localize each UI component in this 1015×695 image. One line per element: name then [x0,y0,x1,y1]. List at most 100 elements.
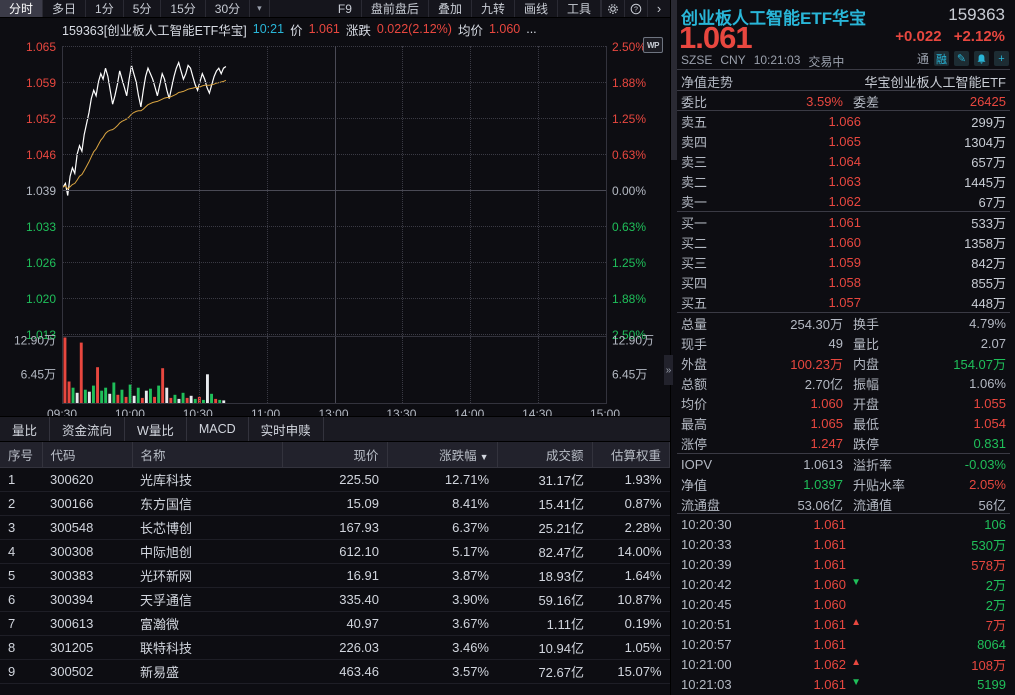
level-price: 1.060 [828,234,861,250]
wp-monitor-icon[interactable]: WP [643,37,663,53]
table-header-row: 序号 代码 名称 现价 涨跌幅 ▼ 成交额 估算权重 [0,442,670,468]
indicator-tab-3[interactable]: MACD [187,417,249,441]
toolbar-button-2[interactable]: 叠加 [429,0,472,17]
ask-level-4[interactable]: 卖四 1.065 1304万 [671,131,1015,151]
volume-bar [157,385,161,403]
instrument-meta: SZSE CNY 10:21:03 交易中 [681,53,844,70]
column-header-4[interactable]: 涨跌幅 ▼ [387,442,498,468]
row-change: 3.57% [387,659,497,684]
row-price: 335.40 [282,587,387,612]
timeframe-tab-2[interactable]: 1分 [86,0,124,17]
volume-bar [202,399,205,403]
intraday-chart-panel[interactable]: 159363[创业板人工智能ETF华宝] 10:21 价 1.061 涨跌 0.… [0,18,670,421]
table-row[interactable]: 1 300620 光库科技 225.50 12.71% 31.17亿 1.93% [0,467,670,492]
column-header-2[interactable]: 名称 [132,442,283,468]
tick-volume: 8064 [977,636,1006,652]
bid-level-4[interactable]: 买四 1.058 855万 [671,272,1015,292]
row-price: 463.46 [282,659,387,684]
column-header-1[interactable]: 代码 [42,442,133,468]
tick-row-7[interactable]: 10:21:00 1.062 ▲ 108万 [671,654,1015,674]
toolbar-button-3[interactable]: 九转 [472,0,515,17]
bid-level-1[interactable]: 买一 1.061 533万 [671,212,1015,232]
table-row[interactable]: 8 301205 联特科技 226.03 3.46% 10.94亿 1.05% [0,635,670,660]
panel-scroll-handle[interactable] [671,0,677,160]
tick-row-6[interactable]: 10:20:57 1.061 8064 [671,634,1015,654]
toolbar-button-4[interactable]: 画线 [515,0,558,17]
fund-row-1: 净值 1.0397 升贴水率 2.05% [671,474,1015,494]
timeframe-tab-5[interactable]: 30分 [206,0,251,17]
tick-volume: 5199 [977,676,1006,692]
toolbar-button-5[interactable]: 工具 [558,0,601,17]
column-header-3[interactable]: 现价 [282,442,388,468]
ask-level-3[interactable]: 卖三 1.064 657万 [671,151,1015,171]
table-row[interactable]: 3 300548 长芯博创 167.93 6.37% 25.21亿 2.28% [0,515,670,540]
gear-icon[interactable] [601,0,624,17]
bid-level-2[interactable]: 买二 1.060 1358万 [671,232,1015,252]
tick-volume: 7万 [985,617,1006,633]
table-row[interactable]: 5 300383 光环新网 16.91 3.87% 18.93亿 1.64% [0,563,670,588]
table-row[interactable]: 4 300308 中际旭创 612.10 5.17% 82.47亿 14.00% [0,539,670,564]
timeframe-tab-0[interactable]: 分时 [0,0,44,17]
bid-level-5[interactable]: 买五 1.057 448万 [671,292,1015,312]
row-weight: 1.93% [592,467,670,492]
stat-label-2: 流通值 [853,497,893,513]
stat-value-1: 1.0397 [803,476,843,492]
timeframe-tab-3[interactable]: 5分 [124,0,162,17]
indicator-tab-1[interactable]: 资金流向 [50,417,126,441]
nav-trend-label: 净值走势 [681,74,734,90]
column-header-5[interactable]: 成交额 [497,442,593,468]
bid-level-3[interactable]: 买三 1.059 842万 [671,252,1015,272]
volume-bar [104,387,108,403]
stat-label-1: 现手 [681,336,708,352]
bell-icon[interactable] [974,51,989,66]
ask-level-1[interactable]: 卖一 1.062 67万 [671,191,1015,211]
toolbar-button-1[interactable]: 盘前盘后 [362,0,429,17]
volume-bar [210,393,213,403]
indicator-tab-4[interactable]: 实时申赎 [249,417,324,441]
tick-row-5[interactable]: 10:20:51 1.061 ▲ 7万 [671,614,1015,634]
price-tick-5: 1.033 [25,220,56,234]
volume-bar [87,391,91,403]
tick-row-3[interactable]: 10:20:42 1.060 ▼ 2万 [671,574,1015,594]
table-row[interactable]: 7 300613 富瀚微 40.97 3.67% 1.11亿 0.19% [0,611,670,636]
level-price: 1.059 [828,254,861,270]
level-label: 买四 [681,275,708,291]
price-plot-area[interactable] [62,46,607,336]
edit-pencil-icon[interactable]: ✎ [954,51,969,66]
table-row[interactable]: 9 300502 新易盛 463.46 3.57% 72.67亿 15.07% [0,659,670,684]
toolbar-button-0[interactable]: F9 [329,0,362,17]
collapse-panel-icon[interactable]: » [664,355,673,385]
rong-badge[interactable]: 融 [934,51,949,66]
tick-row-2[interactable]: 10:20:39 1.061 578万 [671,554,1015,574]
table-row[interactable]: 6 300394 天孚通信 335.40 3.90% 59.16亿 10.87% [0,587,670,612]
ask-level-5[interactable]: 卖五 1.066 299万 [671,111,1015,131]
indicator-tab-2[interactable]: W量比 [125,417,187,441]
tick-row-0[interactable]: 10:20:30 1.061 106 [671,514,1015,534]
add-icon[interactable]: + [994,51,1009,66]
tick-volume: 2万 [985,597,1006,613]
row-price: 16.91 [282,563,387,588]
tick-row-1[interactable]: 10:20:33 1.061 530万 [671,534,1015,554]
timeframe-tab-1[interactable]: 多日 [43,0,87,17]
volume-plot-area[interactable] [62,336,607,404]
ask-level-2[interactable]: 卖二 1.063 1445万 [671,171,1015,191]
tick-row-4[interactable]: 10:20:45 1.060 2万 [671,594,1015,614]
help-icon[interactable]: ? [624,0,647,17]
row-weight: 14.00% [592,539,670,564]
constituents-table[interactable]: 序号 代码 名称 现价 涨跌幅 ▼ 成交额 估算权重 1 300620 光库科技 225.50 12.… [0,442,670,695]
column-header-6[interactable]: 估算权重 [592,442,670,468]
tick-row-8[interactable]: 10:21:03 1.061 ▼ 5199 [671,674,1015,694]
stat-value-1: 53.06亿 [797,497,843,513]
chart-more-dots[interactable]: ... [526,22,537,36]
timeframe-tab-4[interactable]: 15分 [161,0,206,17]
table-row[interactable]: 2 300166 东方国信 15.09 8.41% 15.41亿 0.87% [0,491,670,516]
price-change-pct: +2.12% [953,28,1005,45]
column-header-0[interactable]: 序号 [0,442,43,468]
volume-bar [120,389,124,403]
nav-trend-row[interactable]: 净值走势 华宝创业板人工智能ETF [671,71,1015,91]
chevron-right-icon[interactable]: › [647,0,670,17]
chart-toolbar: 分时 多日 1分 5分 15分 30分 ▾ F9 盘前盘后 叠加 九转 画线 工具 ? › [0,0,670,18]
timeframe-more-caret[interactable]: ▾ [250,0,270,17]
indicator-tab-0[interactable]: 量比 [0,417,51,441]
volume-bar [136,387,140,403]
